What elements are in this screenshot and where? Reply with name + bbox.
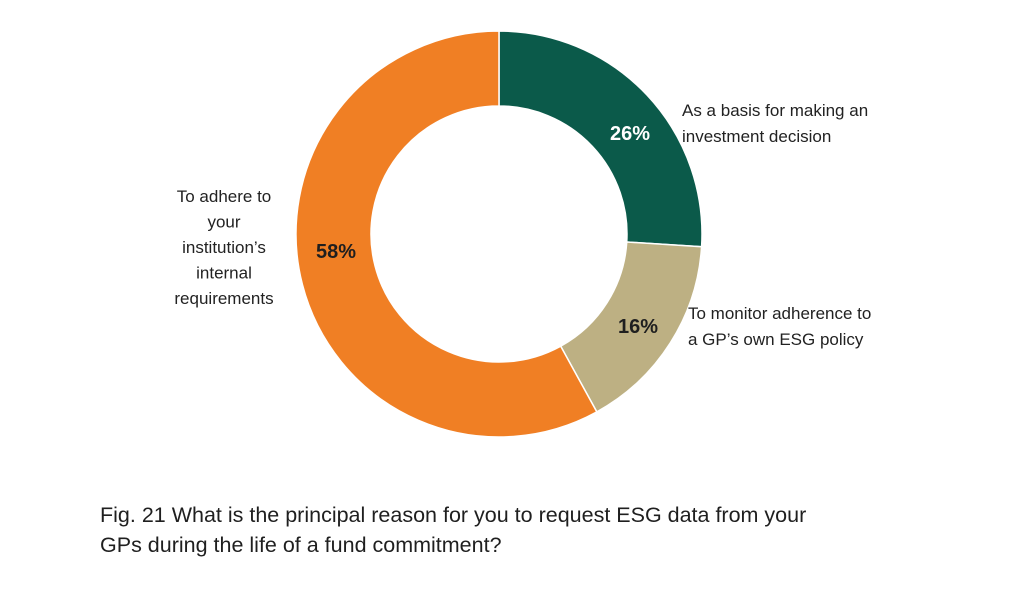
category-label-line: To monitor adherence to: [688, 304, 871, 323]
slice-value-label-1: 26%: [610, 123, 650, 145]
donut-slice-1: [498, 30, 703, 248]
category-label-line: institution’s: [182, 238, 266, 257]
category-label-line: internal: [196, 264, 252, 283]
donut-chart: 26% As a basis for making an investment de…: [174, 30, 871, 438]
category-label-line: To adhere to: [177, 187, 272, 206]
slice-category-label-1: As a basis for making an investment decis…: [682, 101, 868, 146]
category-label-line: a GP’s own ESG policy: [688, 330, 864, 349]
donut-slice-3: [295, 30, 598, 438]
slice-value-label-2: 16%: [618, 316, 658, 338]
category-label-line: your: [207, 213, 240, 232]
caption-line-1: Fig. 21 What is the principal reason for…: [100, 503, 807, 527]
slice-category-label-3: To adhere to your institution’s internal req…: [174, 187, 273, 308]
figure-caption: Fig. 21 What is the principal reason for…: [100, 500, 940, 560]
slice-category-label-2: To monitor adherence to a GP’s own ESG po…: [688, 304, 871, 349]
slice-value-label-3: 58%: [316, 241, 356, 263]
category-label-line: As a basis for making an: [682, 101, 868, 120]
category-label-line: requirements: [174, 289, 273, 308]
caption-line-2: GPs during the life of a fund commitment…: [100, 533, 502, 557]
category-label-line: investment decision: [682, 127, 831, 146]
